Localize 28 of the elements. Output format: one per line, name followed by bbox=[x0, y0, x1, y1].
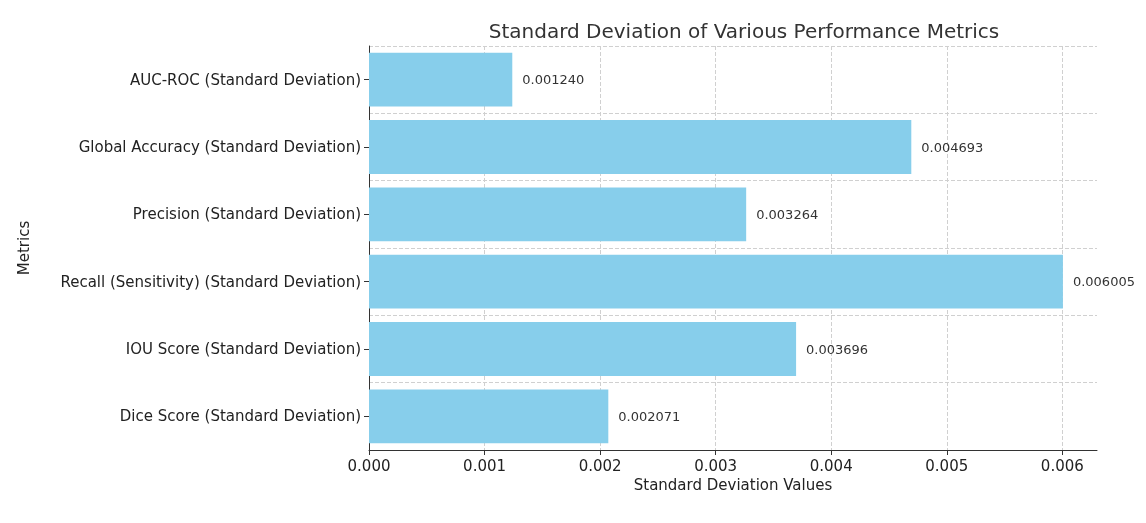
data-label: 0.003264 bbox=[756, 206, 819, 222]
bar bbox=[369, 322, 797, 376]
x-tick-label: 0.001 bbox=[463, 456, 507, 475]
x-tick-label: 0.002 bbox=[578, 456, 622, 475]
x-tick-label: 0.004 bbox=[809, 456, 853, 475]
y-tick-label: IOU Score (Standard Deviation) bbox=[125, 340, 361, 358]
chart-title: Standard Deviation of Various Performance Metrics bbox=[488, 19, 1000, 43]
x-tick-label: 0.006 bbox=[1040, 456, 1084, 475]
x-tick-label: 0.003 bbox=[694, 456, 738, 475]
bar bbox=[369, 254, 1063, 309]
x-tick-label: 0.000 bbox=[347, 456, 391, 475]
y-tick-label: Dice Score (Standard Deviation) bbox=[119, 407, 361, 426]
data-label: 0.006005 bbox=[1072, 274, 1135, 290]
y-tick-label: Precision (Standard Deviation) bbox=[132, 205, 361, 224]
x-tick-label: 0.005 bbox=[925, 456, 969, 475]
bar bbox=[369, 187, 747, 242]
bar bbox=[369, 389, 609, 444]
y-tick-label: Global Accuracy (Standard Deviation) bbox=[78, 138, 361, 156]
bar bbox=[369, 120, 912, 174]
data-label: 0.002071 bbox=[618, 408, 681, 424]
data-label: 0.001240 bbox=[522, 72, 585, 88]
data-label: 0.003696 bbox=[806, 341, 869, 357]
bar bbox=[369, 52, 513, 107]
data-label: 0.004693 bbox=[921, 139, 984, 155]
y-tick-label: AUC-ROC (Standard Deviation) bbox=[129, 70, 361, 89]
y-tick-label: Recall (Sensitivity) (Standard Deviation) bbox=[60, 272, 361, 291]
x-axis-title: Standard Deviation Values bbox=[633, 476, 833, 495]
y-axis-title: Metrics bbox=[14, 220, 33, 276]
